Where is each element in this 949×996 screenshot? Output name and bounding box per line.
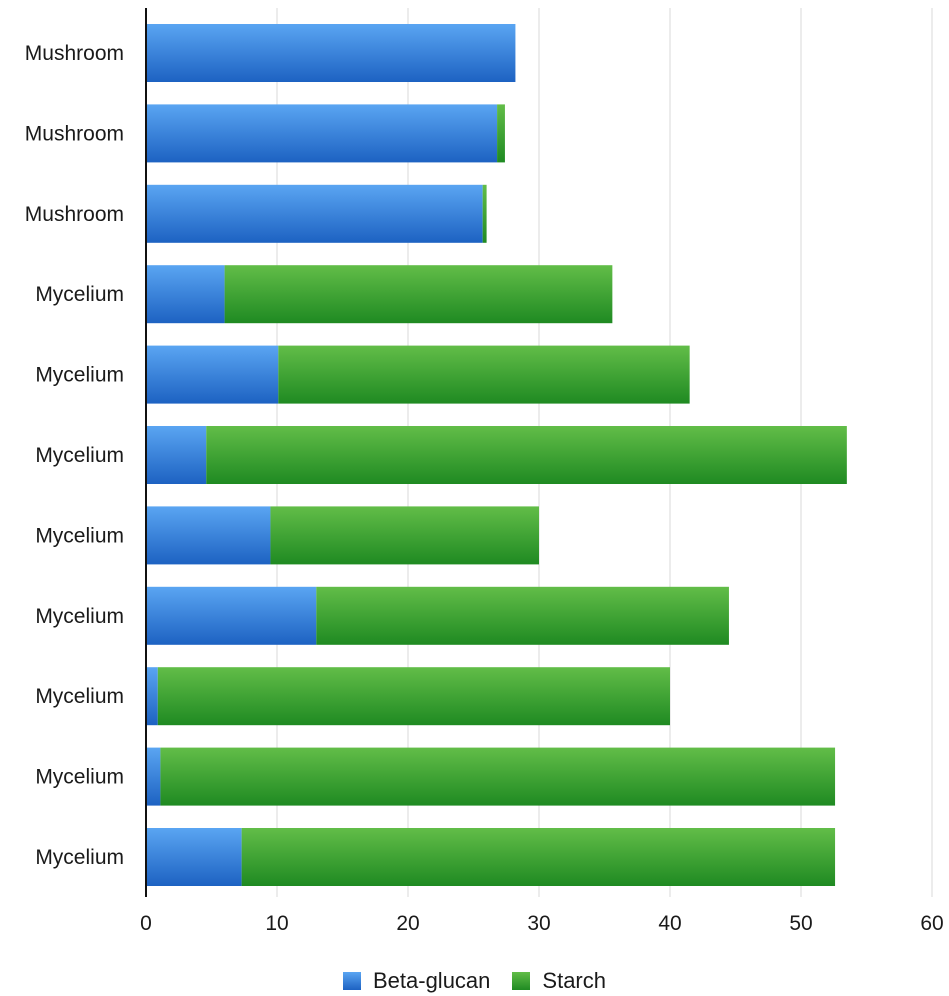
bar-beta-glucan (146, 426, 207, 484)
bar-beta-glucan (146, 345, 279, 404)
bar-beta-glucan (146, 265, 225, 324)
category-label: Mycelium (35, 524, 124, 547)
category-label: Mycelium (35, 685, 124, 708)
bar-starch (482, 184, 487, 243)
x-tick-label: 10 (265, 912, 288, 935)
bar-starch (206, 426, 847, 484)
x-tick-label: 40 (658, 912, 681, 935)
category-label: Mycelium (35, 444, 124, 467)
category-label: Mycelium (35, 283, 124, 306)
bars (146, 24, 847, 886)
category-label: Mycelium (35, 364, 124, 387)
legend-swatch-starch (512, 972, 531, 990)
legend-label-beta-glucan: Beta-glucan (372, 968, 491, 993)
bar-starch (160, 747, 836, 806)
bar-starch (224, 265, 613, 324)
bar-beta-glucan (146, 506, 271, 565)
category-label: Mycelium (35, 605, 124, 628)
bar-starch (241, 828, 836, 886)
bar-starch (157, 667, 671, 726)
category-label: Mushroom (25, 122, 124, 145)
category-label: Mycelium (35, 846, 124, 869)
legend-item-starch: Starch (512, 968, 606, 994)
x-tick-labels: 0 10 20 30 40 50 60 (140, 912, 944, 935)
bar-beta-glucan (146, 586, 317, 645)
category-label: Mycelium (35, 766, 124, 789)
category-label: Mushroom (25, 203, 124, 226)
bar-beta-glucan (146, 104, 498, 163)
category-label: Mushroom (25, 42, 124, 65)
bar-beta-glucan (146, 828, 242, 886)
x-tick-label: 50 (789, 912, 812, 935)
bar-beta-glucan (146, 24, 516, 82)
bar-beta-glucan (146, 667, 158, 726)
legend-swatch-beta-glucan (342, 972, 361, 990)
bar-starch (316, 586, 729, 645)
x-tick-label: 20 (396, 912, 419, 935)
legend-label-starch: Starch (542, 968, 606, 993)
bar-starch (497, 104, 505, 163)
bar-starch (278, 345, 690, 404)
x-tick-label: 30 (527, 912, 550, 935)
legend-item-beta-glucan: Beta-glucan (342, 968, 491, 994)
x-tick-label: 60 (920, 912, 943, 935)
legend: Beta-glucan Starch (0, 966, 949, 996)
x-tick-label: 0 (140, 912, 152, 935)
category-labels: Mushroom Mushroom Mushroom Mycelium Mycelium… (25, 42, 124, 869)
bar-beta-glucan (146, 184, 483, 243)
stacked-bar-chart: Mushroom Mushroom Mushroom Mycelium Mycelium… (25, 8, 944, 935)
bar-starch (270, 506, 539, 565)
bar-beta-glucan (146, 747, 161, 806)
